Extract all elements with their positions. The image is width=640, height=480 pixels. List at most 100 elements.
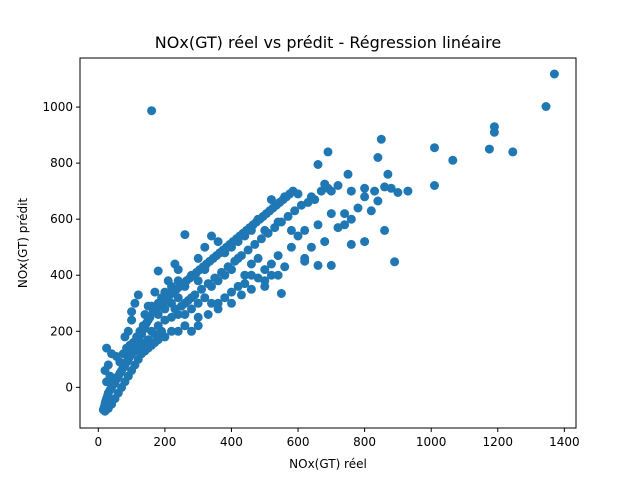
data-point-122 <box>170 259 180 269</box>
data-point-264 <box>250 239 260 249</box>
data-point-8 <box>448 155 458 165</box>
data-point-0 <box>549 69 559 79</box>
data-point-55 <box>360 237 370 247</box>
data-point-103 <box>260 281 270 291</box>
y-tick-label: 0 <box>65 380 73 394</box>
data-point-37 <box>326 209 336 219</box>
y-tick-label: 800 <box>50 156 73 170</box>
data-point-40 <box>293 231 303 241</box>
data-point-132 <box>133 290 143 300</box>
data-point-141 <box>180 321 190 331</box>
data-point-135 <box>127 315 137 325</box>
data-point-61 <box>286 242 296 252</box>
data-point-13 <box>313 160 323 169</box>
data-point-39 <box>300 225 310 235</box>
x-tick-label: 800 <box>353 435 376 449</box>
data-point-4 <box>489 127 499 137</box>
x-tick-label: 1000 <box>416 435 447 449</box>
data-point-139 <box>193 321 203 331</box>
data-point-84 <box>266 270 276 280</box>
data-point-270 <box>290 206 300 216</box>
data-point-93 <box>207 298 216 308</box>
data-point-2 <box>147 106 157 116</box>
data-point-81 <box>300 256 310 266</box>
data-point-10 <box>373 153 383 162</box>
data-point-108 <box>203 310 213 319</box>
data-point-259 <box>217 267 226 277</box>
data-point-22 <box>343 169 353 179</box>
data-point-51 <box>207 231 216 241</box>
data-point-251 <box>288 186 298 196</box>
data-point-257 <box>203 279 213 289</box>
data-point-262 <box>236 251 246 261</box>
data-point-268 <box>276 217 286 227</box>
data-point-38 <box>313 220 323 230</box>
data-point-265 <box>256 234 266 244</box>
data-point-57 <box>340 220 350 230</box>
data-point-41 <box>286 225 296 235</box>
data-point-14 <box>430 181 439 190</box>
data-point-54 <box>380 225 390 235</box>
data-point-56 <box>346 239 356 249</box>
data-point-32 <box>360 192 370 202</box>
data-point-107 <box>213 304 223 314</box>
data-point-59 <box>306 242 316 252</box>
data-point-80 <box>313 260 323 270</box>
data-point-269 <box>283 211 293 221</box>
data-point-142 <box>173 326 183 336</box>
data-point-104 <box>246 284 256 294</box>
x-tick-label: 600 <box>287 435 310 449</box>
data-point-102 <box>276 289 286 298</box>
data-point-63 <box>266 259 276 269</box>
x-axis-ticks: 0 200 400 600 800 1000 1200 1400 <box>94 428 580 449</box>
data-point-263 <box>243 245 253 255</box>
chart-title: NOx(GT) réel vs prédit - Régression liné… <box>155 33 501 52</box>
data-point-254 <box>183 296 193 305</box>
data-point-256 <box>197 284 206 294</box>
x-tick-label: 200 <box>153 435 176 449</box>
data-point-66 <box>246 259 256 269</box>
data-point-110 <box>187 304 196 314</box>
data-point-16 <box>393 188 403 197</box>
data-point-199 <box>115 357 125 367</box>
data-point-275 <box>323 183 333 193</box>
data-point-128 <box>150 287 160 297</box>
data-point-91 <box>220 293 230 303</box>
data-point-87 <box>246 270 256 280</box>
data-point-114 <box>160 315 170 325</box>
data-point-78 <box>390 257 400 267</box>
data-point-255 <box>190 290 200 300</box>
data-point-273 <box>310 195 320 205</box>
x-tick-label: 0 <box>94 435 102 449</box>
data-point-266 <box>263 228 273 238</box>
data-point-11 <box>383 169 393 179</box>
scatter-points <box>98 69 559 416</box>
data-point-33 <box>353 203 363 213</box>
y-axis-ticks: 0 200 400 600 800 1000 <box>42 100 80 394</box>
data-point-12 <box>323 147 333 157</box>
data-point-260 <box>223 262 233 272</box>
x-axis-label: NOx(GT) réel <box>289 457 367 471</box>
data-point-137 <box>120 332 130 342</box>
data-point-23 <box>333 181 343 190</box>
x-tick-label: 1200 <box>482 435 513 449</box>
data-point-67 <box>240 270 250 280</box>
y-tick-label: 200 <box>50 324 73 338</box>
data-point-134 <box>127 307 137 317</box>
data-point-90 <box>227 287 236 297</box>
data-point-109 <box>193 312 203 322</box>
data-point-15 <box>403 186 413 196</box>
data-point-79 <box>326 260 336 270</box>
data-point-133 <box>130 298 140 308</box>
data-point-20 <box>360 183 370 193</box>
data-point-35 <box>340 209 350 219</box>
data-point-53 <box>193 253 203 263</box>
data-point-138 <box>153 266 163 276</box>
data-point-124 <box>163 276 173 286</box>
data-point-106 <box>227 298 236 308</box>
data-point-19 <box>370 186 380 196</box>
data-point-52 <box>200 242 210 252</box>
data-point-267 <box>270 223 280 233</box>
data-point-62 <box>273 251 283 261</box>
data-point-21 <box>346 186 356 196</box>
